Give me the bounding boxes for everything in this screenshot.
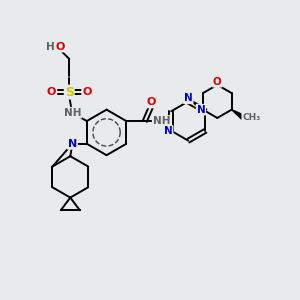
Text: CH₃: CH₃ [242,113,260,122]
Text: N: N [68,139,77,149]
Text: O: O [213,77,222,87]
Text: O: O [47,87,56,97]
Text: S: S [65,85,74,99]
Text: O: O [82,87,92,97]
Text: N: N [164,126,172,136]
Text: N: N [196,105,205,115]
Text: O: O [55,42,64,52]
Text: NH: NH [64,108,81,118]
Text: NH: NH [153,116,170,126]
Polygon shape [232,110,245,120]
Text: H: H [46,42,55,52]
Text: N: N [184,93,193,103]
Text: O: O [146,98,156,107]
